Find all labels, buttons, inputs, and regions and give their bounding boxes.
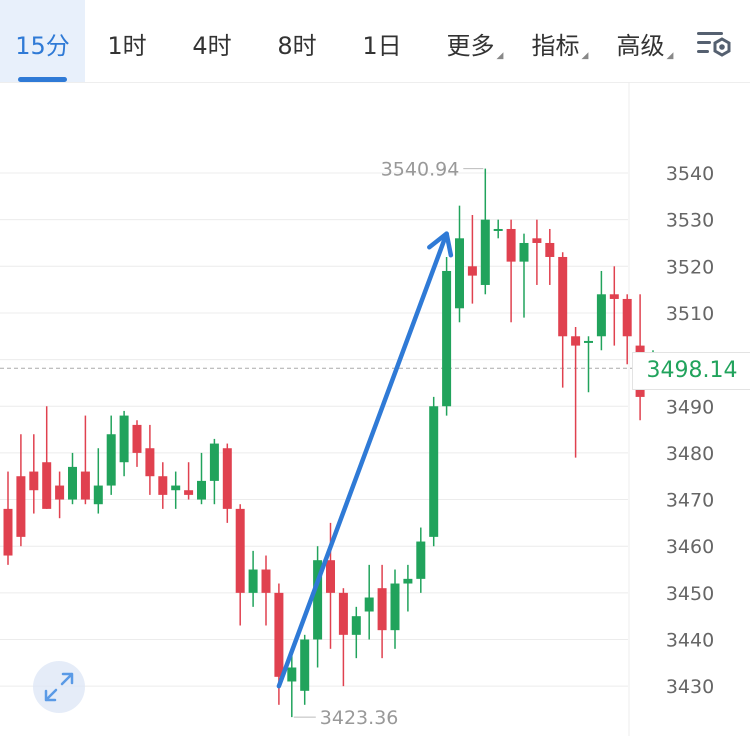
candle-body [416,541,426,579]
candle-body [532,238,542,243]
candle-body [287,667,297,682]
tab-4h[interactable]: 4时 [180,0,244,82]
tab-label: 高级 [616,32,665,60]
tab-1d[interactable]: 1日 [350,0,414,82]
candle-body [584,340,593,343]
candle-body [545,242,555,257]
expand-arrows-icon[interactable] [33,661,85,713]
candle-body [132,424,142,453]
y-tick-label: 3440 [666,630,714,652]
candle-body [42,462,52,509]
candle-body [68,466,77,500]
tab-indicators-dropdown[interactable]: 指标 ◢ [520,0,600,82]
candle-body [274,592,284,677]
tab-label: 1时 [107,32,147,60]
active-tab-indicator [18,77,67,82]
y-tick-label: 3460 [666,536,714,558]
dropdown-caret-icon: ◢ [496,51,504,61]
candle-body [609,294,619,299]
timeframe-tab-bar: 15分 1时 4时 8时 1日 更多 ◢ 指标 ◢ 高级 ◢ [0,0,750,83]
candle-body [158,476,168,495]
y-tick-label: 3530 [666,210,714,232]
tab-15min[interactable]: 15分 [0,0,85,82]
tab-label: 4时 [192,32,232,60]
candle-body [455,238,464,309]
tab-label: 1日 [362,32,402,60]
candle-body [403,578,413,584]
candle-body [442,270,452,407]
candle-body [390,583,400,631]
tab-label: 8时 [277,32,317,60]
candle-body [29,471,39,491]
candle-body [351,616,361,635]
candle-body [326,560,335,593]
tab-8h[interactable]: 8时 [265,0,329,82]
candle-body [480,219,490,285]
candle-body [493,228,503,231]
candle-body [313,560,323,640]
candle-body [222,448,232,509]
candle-body [622,298,632,337]
candle-body [93,485,103,505]
candle-body [377,588,387,631]
current-price-tag: 3498.14 [632,352,750,390]
y-tick-label: 3430 [666,676,714,698]
candle-body [596,294,606,337]
dropdown-caret-icon: ◢ [666,51,674,61]
high-price-label: 3540.94 [381,159,460,181]
candle-body [467,266,477,276]
y-tick-label: 3480 [666,443,714,465]
candle-body [300,639,310,691]
tab-advanced-dropdown[interactable]: 高级 ◢ [605,0,685,82]
candle-body [338,592,348,635]
tab-label: 指标 [531,32,580,60]
candle-body [197,480,206,500]
tab-1h[interactable]: 1时 [95,0,159,82]
chart-settings-icon[interactable] [693,26,735,64]
trend-arrow-shaft [276,231,449,689]
candle-body [55,485,65,500]
candle-body [506,228,516,262]
candle-body [106,434,116,486]
dropdown-caret-icon: ◢ [581,51,589,61]
tab-more-dropdown[interactable]: 更多 ◢ [435,0,515,82]
candle-body [571,336,581,346]
trend-arrow-head [427,231,454,258]
y-tick-label: 3470 [666,490,714,512]
candle-body [364,597,374,612]
candle-body [261,569,271,593]
candle-body [171,485,181,491]
tab-label: 更多 [446,32,495,60]
y-tick-label: 3520 [666,256,714,278]
candle-body [519,242,529,262]
candle-body [80,471,90,500]
y-tick-label: 3450 [666,583,714,605]
candlestick-chart[interactable]: 3540353035203510350034903480347034603450… [0,82,750,736]
candle-body [184,490,194,495]
y-tick-label: 3510 [666,303,714,325]
low-price-label: 3423.36 [320,707,399,729]
candle-body [235,508,245,593]
candle-body [145,448,155,477]
candle-body [209,443,219,481]
candle-body [558,256,568,337]
candle-body [248,569,258,593]
candle-body [3,508,13,556]
candle-body [429,406,439,537]
candle-body [119,415,129,463]
tab-label: 15分 [15,32,70,60]
y-tick-label: 3490 [666,396,714,418]
y-tick-label: 3540 [666,163,714,185]
candle-body [16,476,26,537]
